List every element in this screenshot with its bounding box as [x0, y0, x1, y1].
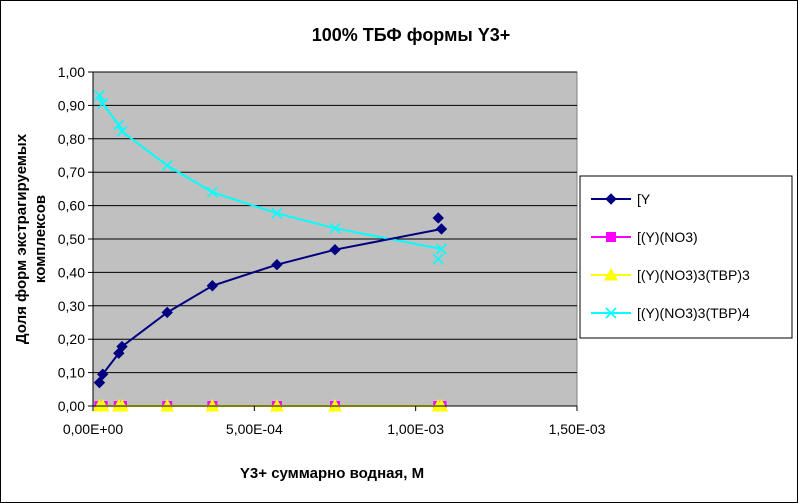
- legend-label: [(Y)(NO3)3(TBP)4: [637, 305, 750, 321]
- series-point-1: [432, 212, 444, 224]
- y-axis-title-line2: комплексов: [32, 195, 49, 283]
- legend-item-1: [Y: [591, 191, 651, 207]
- x-tick-label: 1,00E-03: [387, 421, 444, 437]
- y-axis-title-line1: Доля форм экстрагируемых: [13, 133, 30, 344]
- series-1: [93, 212, 448, 389]
- y-tick-label: 0,90: [58, 97, 85, 113]
- y-tick-label: 0,20: [58, 331, 85, 347]
- series-point-4: [161, 159, 173, 172]
- series-point-1: [271, 259, 283, 271]
- series-point-4: [93, 89, 106, 101]
- x-axis-title: Y3+ суммарно водная, М: [240, 465, 424, 482]
- y-tick-label: 0,30: [58, 298, 85, 314]
- series-point-1: [206, 280, 219, 292]
- legend-item-4: [(Y)(NO3)3(TBP)4: [591, 305, 750, 321]
- x-tick-label: 5,00E-04: [226, 421, 283, 437]
- y-tick-label: 0,00: [58, 398, 85, 414]
- y-tick-label: 0,80: [58, 131, 85, 147]
- series-point-1: [161, 306, 173, 319]
- series-point-1: [96, 368, 109, 380]
- series-point-1: [435, 223, 448, 235]
- legend-box: [579, 175, 793, 339]
- legend-item-2: [(Y)(NO3): [591, 229, 698, 245]
- legend-marker: [605, 307, 617, 319]
- legend-item-3: [(Y)(NO3)3(TBP)3: [591, 267, 750, 283]
- legend-marker: [605, 193, 617, 205]
- y-tick-label: 0,40: [58, 264, 85, 280]
- x-tick-label: 1,50E-03: [549, 421, 606, 437]
- series-point-4: [116, 125, 128, 138]
- series-point-4: [113, 119, 125, 131]
- y-tick-label: 1,00: [58, 64, 85, 80]
- legend-label: [(Y)(NO3)3(TBP)3: [637, 267, 750, 283]
- series-point-4: [329, 222, 341, 234]
- series-point-4: [206, 186, 218, 198]
- legend-marker: [604, 267, 618, 281]
- legend-marker: [606, 232, 616, 242]
- chart-title: 100% ТБФ формы Y3+: [312, 25, 511, 45]
- y-tick-label: 0,70: [58, 164, 85, 180]
- series-point-4: [432, 253, 444, 265]
- series-point-4: [435, 243, 448, 255]
- series-point-1: [116, 340, 128, 353]
- series-4: [93, 89, 448, 265]
- y-tick-label: 0,10: [58, 365, 85, 381]
- x-tick-label: 0,00E+00: [63, 421, 124, 437]
- y-tick-label: 0,50: [58, 231, 85, 247]
- series-point-1: [329, 243, 341, 256]
- series-point-4: [97, 98, 109, 110]
- series-point-1: [93, 376, 106, 389]
- y-tick-label: 0,60: [58, 198, 85, 214]
- legend-label: [(Y)(NO3): [637, 229, 698, 245]
- series-point-4: [271, 207, 283, 219]
- legend-label: [Y: [637, 191, 651, 207]
